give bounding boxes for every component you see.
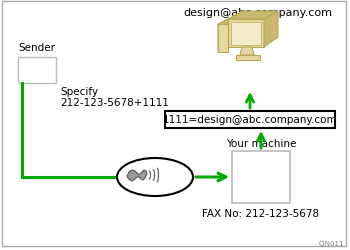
FancyBboxPatch shape	[165, 112, 335, 128]
Polygon shape	[228, 12, 278, 20]
FancyBboxPatch shape	[218, 25, 228, 53]
Polygon shape	[218, 20, 228, 53]
FancyBboxPatch shape	[2, 2, 346, 246]
Text: Sender: Sender	[19, 43, 56, 53]
Text: 212-123-5678+1111: 212-123-5678+1111	[60, 98, 169, 108]
Text: FAX No: 212-123-5678: FAX No: 212-123-5678	[202, 208, 320, 218]
Text: Your machine: Your machine	[226, 138, 296, 148]
Text: CJN011: CJN011	[318, 240, 344, 246]
FancyBboxPatch shape	[18, 58, 56, 84]
FancyBboxPatch shape	[236, 56, 260, 61]
Ellipse shape	[117, 158, 193, 196]
Polygon shape	[240, 48, 254, 56]
Text: Specify: Specify	[60, 87, 98, 97]
FancyBboxPatch shape	[232, 152, 290, 203]
Polygon shape	[264, 12, 278, 48]
Text: 1111=design@abc.company.com: 1111=design@abc.company.com	[163, 115, 337, 125]
Polygon shape	[127, 170, 147, 181]
Text: design@abc.company.com: design@abc.company.com	[183, 8, 332, 18]
FancyBboxPatch shape	[231, 23, 261, 46]
FancyBboxPatch shape	[228, 20, 264, 48]
